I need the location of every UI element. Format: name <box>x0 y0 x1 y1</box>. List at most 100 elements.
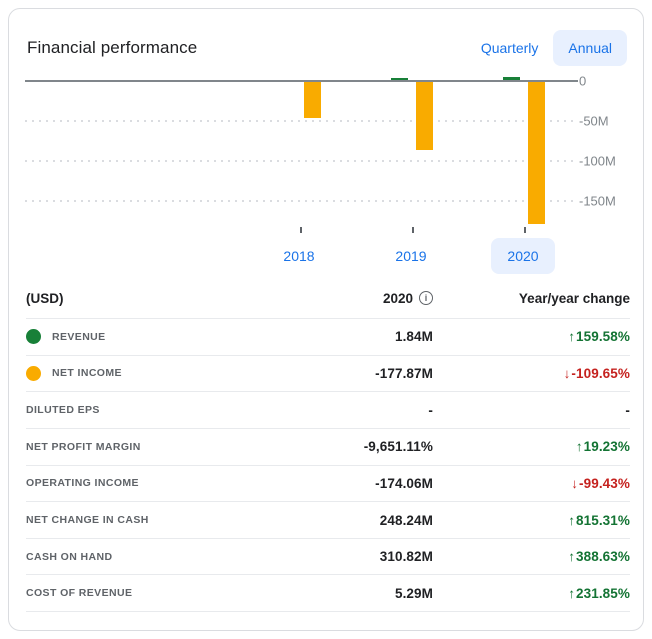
value-net-profit-margin: -9,651.11% <box>363 439 433 455</box>
change-revenue: 159.58% <box>576 329 630 345</box>
up-arrow-icon: ↑ <box>568 549 575 565</box>
gridline--50M <box>25 120 573 122</box>
cell-label-operating-income: OPERATING INCOME <box>26 477 273 489</box>
financial-performance-card: Financial performance Quarterly Annual 0… <box>8 8 644 631</box>
value-cost-of-revenue: 5.29M <box>394 585 433 601</box>
row-label-cost-of-revenue: COST OF REVENUE <box>26 587 133 600</box>
cell-value-net-change-in-cash: 248.24M <box>273 513 433 528</box>
cell-change-diluted-eps: - <box>433 403 630 418</box>
cell-label-cost-of-revenue: COST OF REVENUE <box>26 587 273 599</box>
cell-value-diluted-eps: - <box>273 403 433 418</box>
column-header-change: Year/year change <box>518 290 630 306</box>
year-label-2020[interactable]: 2020 <box>491 238 555 274</box>
table-row-cost-of-revenue: COST OF REVENUE 5.29M ↑ 231.85% <box>26 575 630 613</box>
cell-label-diluted-eps: DILUTED EPS <box>26 404 273 416</box>
cell-value-net-profit-margin: -9,651.11% <box>273 439 433 454</box>
series-dot-revenue <box>26 329 41 345</box>
row-label-net-income: NET INCOME <box>52 367 122 380</box>
y-axis-label--100m: -100M <box>579 153 616 169</box>
column-header-currency: (USD) <box>26 290 64 306</box>
value-diluted-eps: - <box>428 402 433 418</box>
quarterly-toggle-button[interactable]: Quarterly <box>469 30 551 66</box>
cell-label-cash-on-hand: CASH ON HAND <box>26 551 273 563</box>
card-title: Financial performance <box>27 37 198 57</box>
column-header-year-label: 2020 <box>382 290 413 306</box>
row-label-revenue: REVENUE <box>52 330 106 343</box>
table-row-cash-on-hand: CASH ON HAND 310.82M ↑ 388.63% <box>26 539 630 576</box>
gridline--150M <box>25 200 573 202</box>
x-axis-tick-2020 <box>524 227 526 233</box>
card-header: Financial performance Quarterly Annual <box>27 29 627 66</box>
change-net-profit-margin: 19.23% <box>583 439 630 455</box>
cell-label-net-income: NET INCOME <box>26 365 273 381</box>
value-net-income: -177.87M <box>375 365 433 381</box>
change-net-income: -109.65% <box>571 365 630 381</box>
up-arrow-icon: ↑ <box>568 512 575 528</box>
cell-change-net-profit-margin: ↑ 19.23% <box>433 439 630 454</box>
cell-change-cost-of-revenue: ↑ 231.85% <box>433 586 630 601</box>
up-arrow-icon: ↑ <box>575 439 583 455</box>
cell-value-cash-on-hand: 310.82M <box>273 549 433 564</box>
cell-change-cash-on-hand: ↑ 388.63% <box>433 549 630 564</box>
change-operating-income: -99.43% <box>579 475 630 491</box>
table-row-operating-income: OPERATING INCOME -174.06M ↓ -99.43% <box>26 466 630 503</box>
row-label-operating-income: OPERATING INCOME <box>26 477 139 490</box>
series-dot-net-income <box>26 365 41 381</box>
table-row-revenue: REVENUE 1.84M ↑ 159.58% <box>26 319 630 356</box>
cell-label-net-profit-margin: NET PROFIT MARGIN <box>26 441 273 453</box>
cell-value-net-income: -177.87M <box>273 366 433 381</box>
zero-axis-line <box>25 80 578 82</box>
chart: 0 -50M -100M -150M 2018 2019 2020 <box>9 9 643 279</box>
change-cost-of-revenue: 231.85% <box>576 585 630 601</box>
cell-change-revenue: ↑ 159.58% <box>433 329 630 344</box>
bar-net-income-2018[interactable] <box>304 82 321 118</box>
cell-label-net-change-in-cash: NET CHANGE IN CASH <box>26 514 273 526</box>
change-diluted-eps: - <box>625 402 630 418</box>
financials-table: (USD) 2020 i Year/year change REVENUE 1.8… <box>26 278 630 613</box>
cell-value-operating-income: -174.06M <box>273 476 433 491</box>
change-net-change-in-cash: 815.31% <box>576 512 630 528</box>
gridline--100M <box>25 160 573 162</box>
x-axis-tick-2019 <box>412 227 414 233</box>
table-row-net-income: NET INCOME -177.87M ↓ -109.65% <box>26 356 630 393</box>
y-axis-label-0: 0 <box>579 73 587 89</box>
row-label-diluted-eps: DILUTED EPS <box>26 404 100 417</box>
table-row-diluted-eps: DILUTED EPS - - <box>26 392 630 429</box>
cell-change-operating-income: ↓ -99.43% <box>433 476 630 491</box>
cell-label-revenue: REVENUE <box>26 329 273 345</box>
cell-value-cost-of-revenue: 5.29M <box>273 586 433 601</box>
down-arrow-icon: ↓ <box>563 365 571 381</box>
table-row-net-change-in-cash: NET CHANGE IN CASH 248.24M ↑ 815.31% <box>26 502 630 539</box>
value-revenue: 1.84M <box>394 329 433 345</box>
info-icon[interactable]: i <box>419 291 433 305</box>
change-cash-on-hand: 388.63% <box>576 549 630 565</box>
bar-revenue-2020[interactable] <box>503 77 520 80</box>
x-axis-tick-2018 <box>300 227 302 233</box>
column-header-year: 2020 i <box>273 291 433 306</box>
y-axis-label--50m: -50M <box>579 113 609 129</box>
value-net-change-in-cash: 248.24M <box>379 512 433 528</box>
year-label-2019[interactable]: 2019 <box>395 248 427 264</box>
down-arrow-icon: ↓ <box>571 475 579 491</box>
bar-revenue-2019[interactable] <box>391 78 408 80</box>
row-label-cash-on-hand: CASH ON HAND <box>26 550 113 563</box>
table-row-net-profit-margin: NET PROFIT MARGIN -9,651.11% ↑ 19.23% <box>26 429 630 466</box>
value-cash-on-hand: 310.82M <box>379 549 433 565</box>
row-label-net-profit-margin: NET PROFIT MARGIN <box>26 440 141 453</box>
bar-net-income-2020[interactable] <box>528 82 545 224</box>
cell-change-net-change-in-cash: ↑ 815.31% <box>433 513 630 528</box>
cell-value-revenue: 1.84M <box>273 329 433 344</box>
up-arrow-icon: ↑ <box>568 329 575 345</box>
row-label-net-change-in-cash: NET CHANGE IN CASH <box>26 514 149 527</box>
year-label-2018[interactable]: 2018 <box>283 248 315 264</box>
table-body: REVENUE 1.84M ↑ 159.58% NET INCOME -177.87M ↓ -… <box>26 319 630 613</box>
cell-change-net-income: ↓ -109.65% <box>433 366 630 381</box>
value-operating-income: -174.06M <box>375 475 433 491</box>
bar-net-income-2019[interactable] <box>416 82 433 150</box>
annual-toggle-button[interactable]: Annual <box>553 29 627 66</box>
y-axis-label--150m: -150M <box>579 193 616 209</box>
up-arrow-icon: ↑ <box>568 585 575 601</box>
period-toggle-group: Quarterly Annual <box>469 29 627 66</box>
table-header-row: (USD) 2020 i Year/year change <box>26 278 630 319</box>
